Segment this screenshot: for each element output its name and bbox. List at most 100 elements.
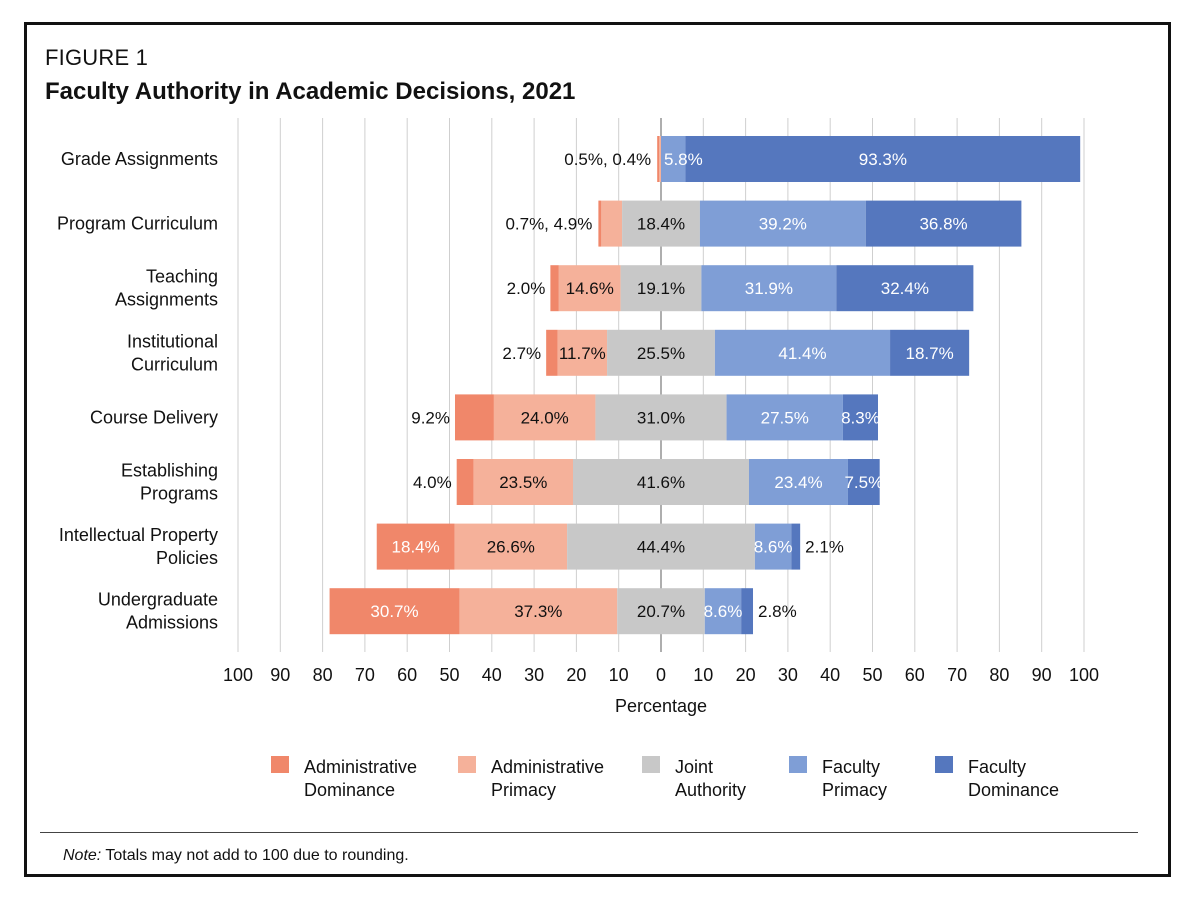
bar-administrative-primacy — [558, 265, 621, 312]
x-tick-label: 50 — [862, 665, 882, 685]
x-tick-label: 20 — [566, 665, 586, 685]
bar-joint-authority — [573, 459, 749, 505]
data-label: 2.1% — [805, 538, 844, 557]
x-tick-label: 80 — [989, 665, 1009, 685]
data-label: 23.5% — [499, 473, 547, 492]
data-label: 37.3% — [514, 602, 562, 621]
data-label: 27.5% — [761, 408, 809, 427]
bar-faculty-primacy — [699, 200, 866, 247]
bar-administrative-dominance — [329, 588, 460, 635]
bar-administrative-primacy — [473, 459, 574, 505]
note: Note: Totals may not add to 100 due to r… — [63, 847, 409, 865]
data-label: 2.0% — [507, 279, 546, 298]
x-tick-label: 100 — [223, 665, 253, 685]
data-label: 23.4% — [774, 473, 822, 492]
category-label: Assignments — [115, 290, 218, 310]
data-label: 26.6% — [487, 538, 535, 557]
x-axis-label: Percentage — [615, 696, 707, 716]
data-label: 5.8% — [664, 150, 703, 169]
bar-faculty-primacy — [748, 459, 848, 505]
bar-administrative-primacy — [601, 200, 623, 247]
bar-faculty-primacy — [754, 523, 792, 570]
note-text: Totals may not add to 100 due to roundin… — [101, 847, 409, 864]
x-tick-label: 90 — [270, 665, 290, 685]
data-label: 19.1% — [637, 279, 685, 298]
bar-joint-authority — [607, 329, 715, 376]
legend-label: Authority — [675, 780, 746, 800]
bar-faculty-primacy — [726, 394, 843, 441]
data-label: 2.8% — [758, 602, 797, 621]
bar-administrative-primacy — [659, 136, 661, 182]
data-label: 9.2% — [411, 408, 450, 427]
bar-joint-authority — [620, 265, 702, 312]
data-label: 93.3% — [859, 150, 907, 169]
category-label: Teaching — [146, 267, 218, 287]
bar-administrative-dominance — [456, 459, 474, 505]
data-label: 4.0% — [413, 473, 452, 492]
data-label: 24.0% — [521, 408, 569, 427]
legend-label: Primacy — [822, 780, 887, 800]
x-tick-label: 70 — [947, 665, 967, 685]
legend-swatch — [789, 756, 807, 773]
note-prefix: Note: — [63, 847, 102, 864]
data-label: 8.6% — [754, 538, 793, 557]
x-tick-label: 80 — [313, 665, 333, 685]
x-tick-label: 70 — [355, 665, 375, 685]
bar-joint-authority — [595, 394, 727, 441]
x-tick-label: 100 — [1069, 665, 1099, 685]
legend-label: Dominance — [968, 780, 1059, 800]
bar-faculty-dominance — [865, 200, 1022, 247]
legend-swatch — [271, 756, 289, 773]
bar-administrative-primacy — [557, 329, 608, 376]
bar-faculty-dominance — [836, 265, 974, 312]
x-tick-label: 50 — [439, 665, 459, 685]
bar-administrative-dominance — [546, 329, 558, 376]
data-label: 25.5% — [637, 344, 685, 363]
x-tick-label: 20 — [736, 665, 756, 685]
legend-label: Administrative — [304, 757, 417, 777]
data-label: 18.4% — [392, 538, 440, 557]
x-tick-label: 30 — [778, 665, 798, 685]
x-tick-label: 60 — [905, 665, 925, 685]
x-tick-label: 0 — [656, 665, 666, 685]
figure-frame — [24, 22, 1171, 877]
category-label: Intellectual Property — [59, 525, 218, 545]
data-label: 36.8% — [919, 215, 967, 234]
category-label: Programs — [140, 484, 218, 504]
data-label: 41.6% — [637, 473, 685, 492]
bar-joint-authority — [617, 588, 705, 635]
bar-faculty-primacy — [661, 136, 686, 182]
bar-joint-authority — [622, 200, 700, 247]
bar-faculty-dominance — [741, 588, 754, 635]
figure-label: FIGURE 1 — [45, 45, 149, 70]
figure-title: Faculty Authority in Academic Decisions,… — [45, 78, 576, 105]
data-label: 0.7%, 4.9% — [505, 215, 592, 234]
data-label: 39.2% — [759, 215, 807, 234]
legend-swatch — [935, 756, 953, 773]
x-tick-label: 60 — [397, 665, 417, 685]
category-label: Institutional — [127, 331, 218, 351]
bar-administrative-dominance — [454, 394, 494, 441]
x-tick-label: 90 — [1032, 665, 1052, 685]
legend-label: Administrative — [491, 757, 604, 777]
bar-faculty-dominance — [842, 394, 878, 441]
bar-administrative-dominance — [376, 523, 455, 570]
legend-label: Faculty — [968, 757, 1026, 777]
category-label: Curriculum — [131, 354, 218, 374]
bar-administrative-primacy — [454, 523, 568, 570]
x-tick-label: 30 — [524, 665, 544, 685]
category-label: Policies — [156, 548, 218, 568]
data-label: 18.7% — [906, 344, 954, 363]
data-label: 20.7% — [637, 602, 685, 621]
legend-swatch — [642, 756, 660, 773]
data-label: 8.3% — [841, 408, 880, 427]
data-label: 30.7% — [370, 602, 418, 621]
bar-administrative-dominance — [550, 265, 559, 312]
category-label: Program Curriculum — [57, 214, 218, 234]
data-label: 18.4% — [637, 215, 685, 234]
data-label: 31.0% — [637, 408, 685, 427]
legend-label: Joint — [675, 757, 713, 777]
data-label: 2.7% — [502, 344, 541, 363]
legend-label: Primacy — [491, 780, 556, 800]
